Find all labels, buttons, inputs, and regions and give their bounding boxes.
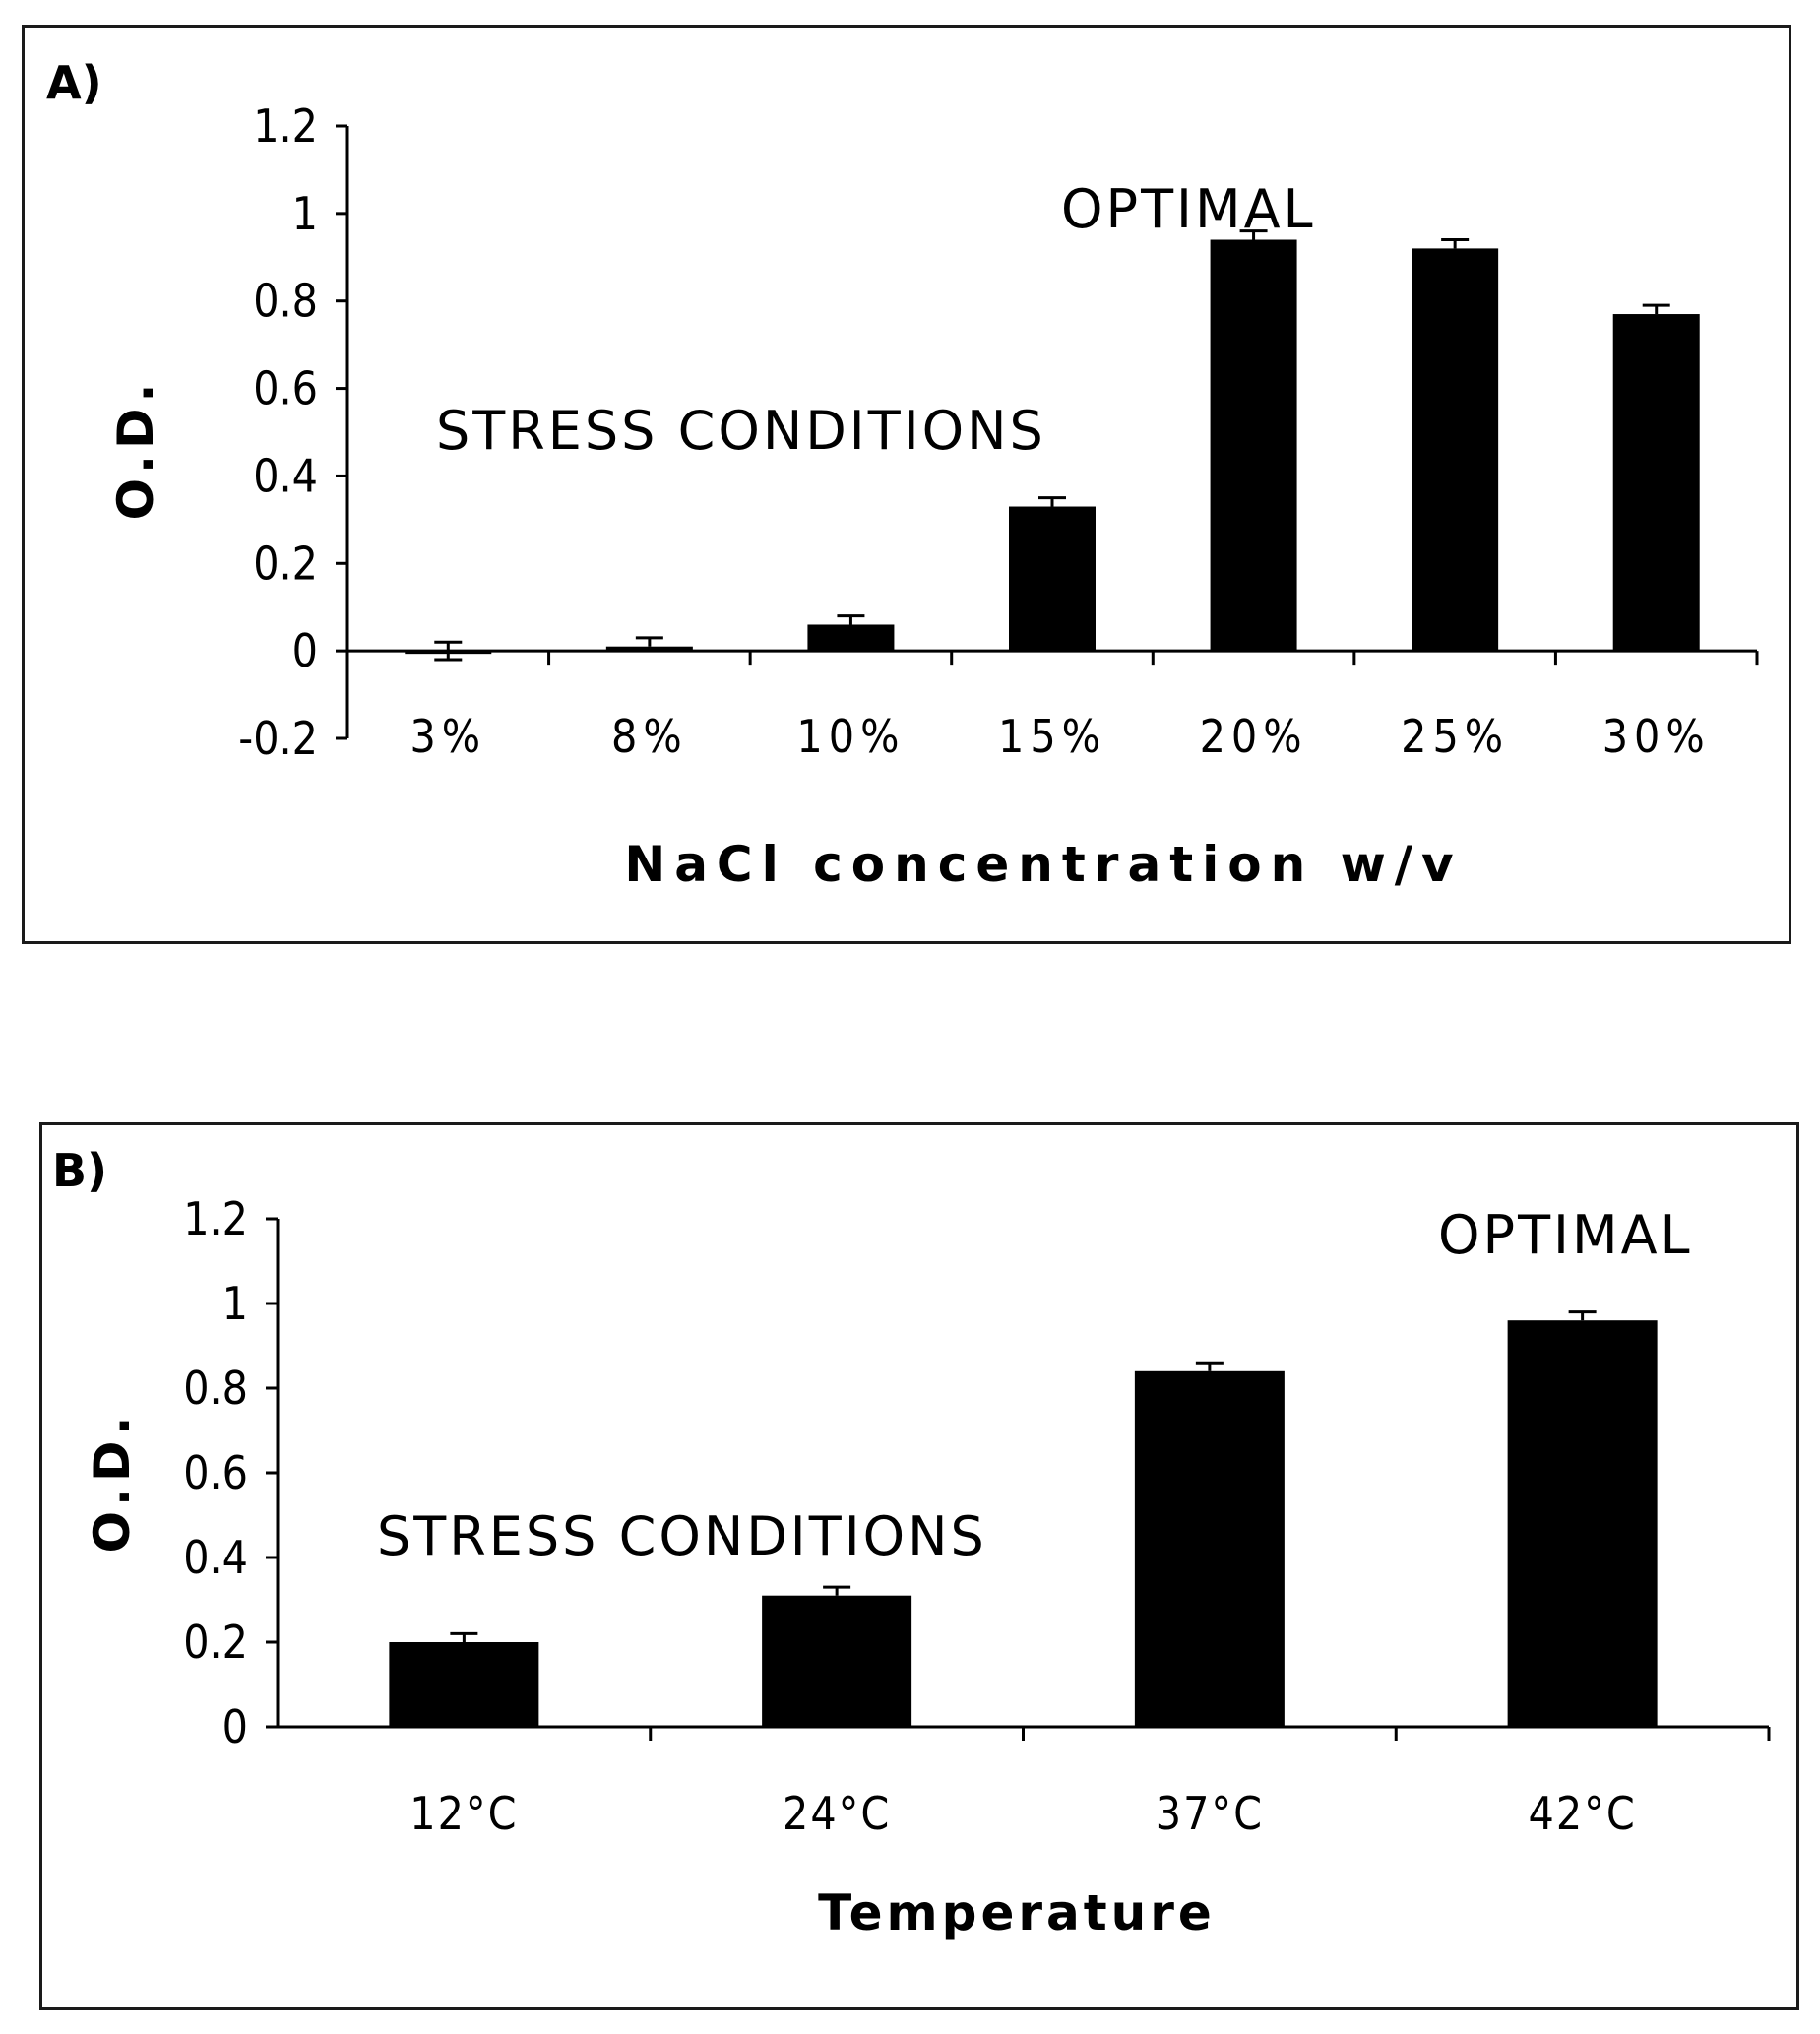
chart-a-bar [1612, 314, 1700, 652]
panel-label-b: B) [52, 1144, 107, 1197]
chart-a-x-tick-label: 25% [1401, 710, 1509, 763]
chart-a-y-tick-label: 0.4 [253, 449, 318, 502]
chart-a-bar [807, 624, 895, 652]
chart-b-y-tick-label: 0 [222, 1700, 248, 1753]
chart-a-y-tick-label: 0.6 [253, 362, 318, 415]
chart-panel-b: B) STRESS CONDITIONS OPTIMAL Temperature… [39, 1122, 1799, 2010]
chart-a-x-tick-label: 10% [796, 710, 905, 763]
optimal-annotation-a: OPTIMAL [1061, 178, 1316, 240]
chart-a-y-tick-label: 0.2 [253, 537, 318, 590]
x-axis-title-b: Temperature [818, 1884, 1216, 1941]
chart-b-x-tick-label: 37°C [1156, 1787, 1264, 1840]
chart-b-y-tick-label: 1 [222, 1277, 248, 1330]
chart-a-y-tick-label: -0.2 [238, 712, 318, 765]
chart-panel-a: A) STRESS CONDITIONS OPTIMAL NaCl concen… [22, 25, 1791, 944]
chart-a-y-tick-label: 0.8 [253, 275, 318, 328]
y-axis-title-a: O.D. [107, 378, 164, 521]
chart-a-bar [1210, 239, 1297, 652]
chart-b-bar [762, 1595, 912, 1727]
chart-b-x-tick-label: 12°C [409, 1787, 518, 1840]
chart-a-y-tick-label: 0 [292, 624, 318, 677]
chart-a-x-tick-label: 20% [1200, 710, 1308, 763]
stress-annotation-a: STRESS CONDITIONS [436, 400, 1046, 462]
chart-b-x-tick-label: 24°C [783, 1787, 891, 1840]
chart-b-y-tick-label: 0.2 [183, 1616, 248, 1669]
chart-b-y-tick-label: 0.8 [183, 1362, 248, 1415]
chart-b-x-tick-label: 42°C [1529, 1787, 1637, 1840]
optimal-annotation-b: OPTIMAL [1438, 1204, 1693, 1266]
chart-a-y-tick-label: 1 [292, 187, 318, 240]
chart-b-bar [389, 1642, 539, 1727]
chart-a-x-tick-label: 8% [611, 710, 688, 763]
chart-a-x-tick-label: 3% [409, 710, 486, 763]
chart-a-x-tick-label: 15% [998, 710, 1106, 763]
chart-b-bar [1134, 1370, 1285, 1727]
stress-annotation-b: STRESS CONDITIONS [377, 1505, 987, 1567]
chart-a-svg: A) STRESS CONDITIONS OPTIMAL NaCl concen… [46, 56, 1759, 893]
chart-a-bar [1412, 248, 1499, 652]
panel-label-a: A) [46, 56, 102, 109]
chart-b-y-tick-label: 0.6 [183, 1446, 248, 1499]
x-axis-title-a: NaCl concentration w/v [624, 836, 1462, 893]
chart-a-bar [1009, 506, 1096, 652]
chart-b-y-tick-label: 1.2 [183, 1192, 248, 1245]
chart-b-y-tick-label: 0.4 [183, 1531, 248, 1584]
chart-a-bar [605, 646, 693, 652]
chart-b-svg: B) STRESS CONDITIONS OPTIMAL Temperature… [52, 1144, 1771, 1941]
chart-a-x-tick-label: 30% [1602, 710, 1711, 763]
chart-b-bar [1507, 1320, 1658, 1727]
chart-a-y-tick-label: 1.2 [253, 99, 318, 153]
y-axis-title-b: O.D. [84, 1411, 141, 1554]
